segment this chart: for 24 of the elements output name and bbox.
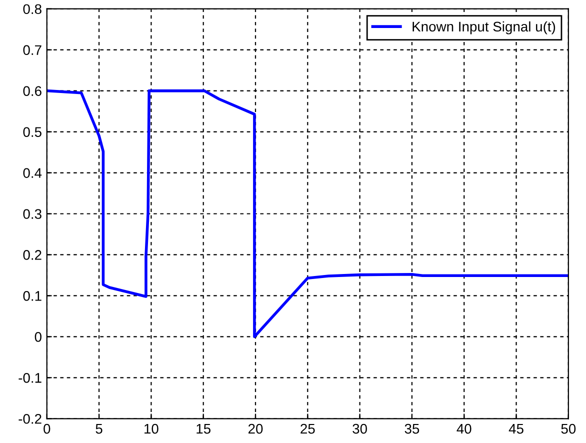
y-tick-label: 0.2 bbox=[23, 250, 42, 260]
x-tick-label: 20 bbox=[248, 424, 263, 434]
y-tick-label: 0.7 bbox=[23, 45, 42, 56]
x-tick-label: 35 bbox=[404, 424, 420, 434]
legend-label: Known Input Signal u(t) bbox=[412, 21, 556, 34]
y-tick-label: -0.1 bbox=[18, 372, 42, 383]
x-tick-label: 0 bbox=[44, 424, 50, 434]
y-tick-label: 0.3 bbox=[23, 209, 42, 219]
y-tick-label: 0.5 bbox=[23, 127, 42, 137]
y-tick-label: 0.4 bbox=[23, 168, 42, 178]
x-tick-label: 5 bbox=[96, 424, 102, 434]
x-tick-label: 25 bbox=[300, 424, 315, 434]
y-tick-label: 0.8 bbox=[23, 4, 42, 14]
x-tick-label: 10 bbox=[144, 424, 158, 434]
x-tick-label: 30 bbox=[352, 424, 367, 434]
y-tick-label: 0 bbox=[34, 332, 42, 342]
y-tick-label: 0.6 bbox=[23, 86, 42, 96]
line-series bbox=[46, 89, 568, 338]
y-tick-label: 0.1 bbox=[23, 291, 42, 301]
x-tick-label: 50 bbox=[561, 424, 576, 434]
x-tick-label: 40 bbox=[456, 424, 472, 434]
x-tick-label: 15 bbox=[196, 424, 210, 434]
y-tick-label: -0.2 bbox=[18, 414, 42, 424]
x-tick-label: 45 bbox=[508, 424, 524, 434]
